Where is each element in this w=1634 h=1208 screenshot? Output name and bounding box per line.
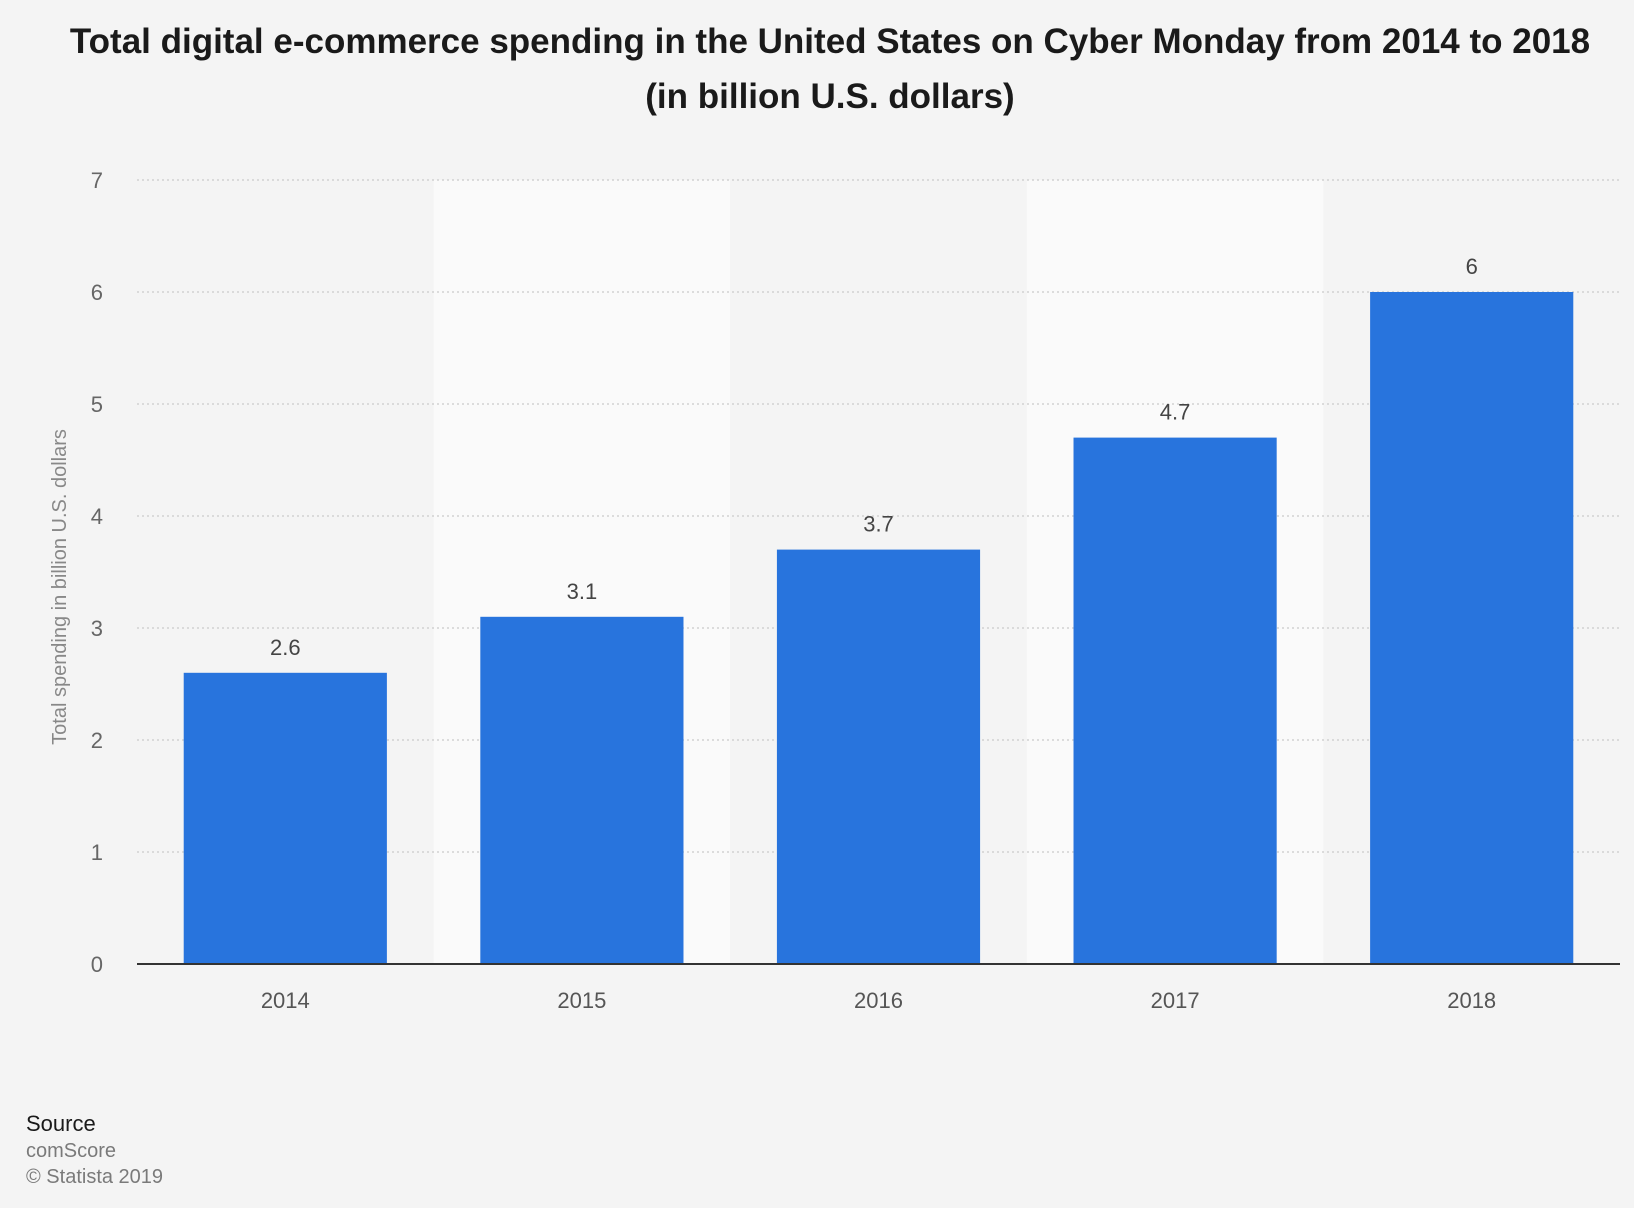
bars bbox=[183, 292, 1574, 965]
x-tick-label: 2016 bbox=[854, 988, 903, 1013]
y-tick-label: 0 bbox=[91, 952, 103, 977]
bar-value-label: 4.7 bbox=[1160, 400, 1191, 425]
bar-value-label: 3.1 bbox=[567, 579, 598, 604]
source-heading: Source bbox=[26, 1111, 96, 1136]
y-tick-label: 5 bbox=[91, 392, 103, 417]
bar bbox=[1370, 292, 1574, 964]
chart-title: Total digital e-commerce spending in the… bbox=[69, 22, 1591, 116]
y-axis-ticks: 0 1 2 3 4 5 6 7 bbox=[91, 168, 103, 977]
x-tick-label: 2017 bbox=[1151, 988, 1200, 1013]
y-tick-label: 3 bbox=[91, 616, 103, 641]
bar-value-label: 2.6 bbox=[270, 635, 301, 660]
source-name: comScore bbox=[26, 1140, 117, 1162]
bar bbox=[480, 616, 684, 964]
y-axis-label: Total spending in billion U.S. dollars bbox=[49, 429, 71, 745]
y-tick-label: 2 bbox=[91, 728, 103, 753]
bar bbox=[1073, 437, 1277, 965]
x-tick-label: 2014 bbox=[261, 988, 310, 1013]
x-tick-label: 2015 bbox=[557, 988, 606, 1013]
y-tick-label: 4 bbox=[91, 504, 103, 529]
bar-value-labels: 2.6 3.1 3.7 4.7 6 bbox=[270, 254, 1478, 660]
y-tick-label: 7 bbox=[91, 168, 103, 193]
bar bbox=[776, 549, 981, 964]
y-tick-label: 1 bbox=[91, 840, 103, 865]
copyright: © Statista 2019 bbox=[26, 1166, 164, 1188]
bar bbox=[183, 672, 387, 964]
x-axis-ticks: 2014 2015 2016 2017 2018 bbox=[261, 988, 1496, 1013]
y-tick-label: 6 bbox=[91, 280, 103, 305]
bar-value-label: 6 bbox=[1466, 254, 1478, 279]
source-block: Source comScore © Statista 2019 bbox=[26, 1110, 163, 1190]
bar-value-label: 3.7 bbox=[863, 512, 894, 537]
x-tick-label: 2018 bbox=[1447, 988, 1496, 1013]
